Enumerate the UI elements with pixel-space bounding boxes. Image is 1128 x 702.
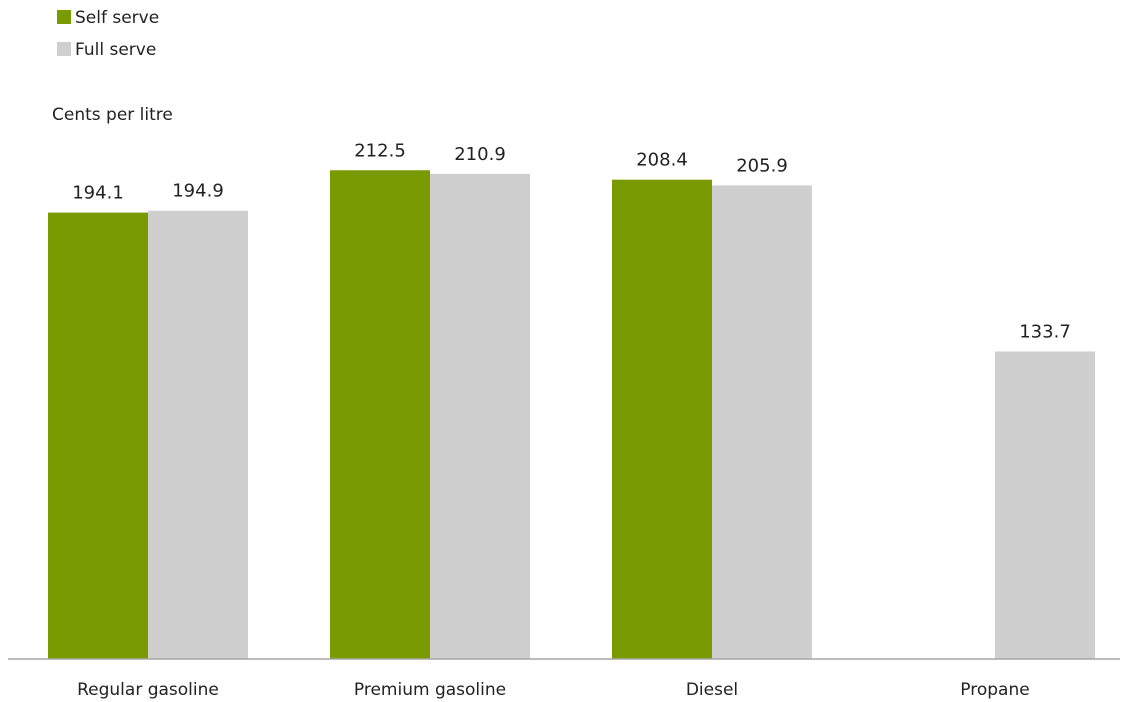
x-tick-propane: Propane (960, 680, 1029, 700)
bar-diesel-self-serve (612, 179, 712, 659)
value-label-regular-gasoline-self-serve: 194.1 (72, 183, 124, 204)
value-label-regular-gasoline-full-serve: 194.9 (172, 181, 224, 202)
legend: Self serve Full serve (57, 8, 159, 60)
legend-label-full-serve: Full serve (75, 40, 156, 60)
x-tick-premium-gasoline: Premium gasoline (354, 680, 506, 700)
legend-label-self-serve: Self serve (75, 8, 159, 28)
value-label-propane-full-serve: 133.7 (1019, 321, 1071, 342)
bar-regular-gasoline-full-serve (148, 210, 248, 660)
y-axis-label: Cents per litre (52, 105, 173, 125)
value-label-premium-gasoline-full-serve: 210.9 (454, 144, 506, 165)
x-tick-regular-gasoline: Regular gasoline (77, 680, 219, 700)
bar-diesel-full-serve (712, 185, 812, 659)
legend-swatch-self-serve (57, 10, 71, 24)
x-tick-diesel: Diesel (686, 680, 738, 700)
value-label-premium-gasoline-self-serve: 212.5 (354, 140, 406, 161)
value-label-diesel-self-serve: 208.4 (636, 150, 688, 171)
bars (48, 170, 1095, 660)
bar-premium-gasoline-self-serve (330, 170, 430, 659)
value-label-diesel-full-serve: 205.9 (736, 155, 788, 176)
value-labels: 194.1 194.9 212.5 210.9 208.4 205.9 133.7 (72, 140, 1071, 342)
legend-swatch-full-serve (57, 42, 71, 56)
bar-premium-gasoline-full-serve (430, 173, 530, 659)
bar-regular-gasoline-self-serve (48, 212, 148, 659)
bar-propane-full-serve (995, 351, 1095, 659)
x-tick-labels: Regular gasoline Premium gasoline Diesel Pr… (77, 680, 1030, 700)
